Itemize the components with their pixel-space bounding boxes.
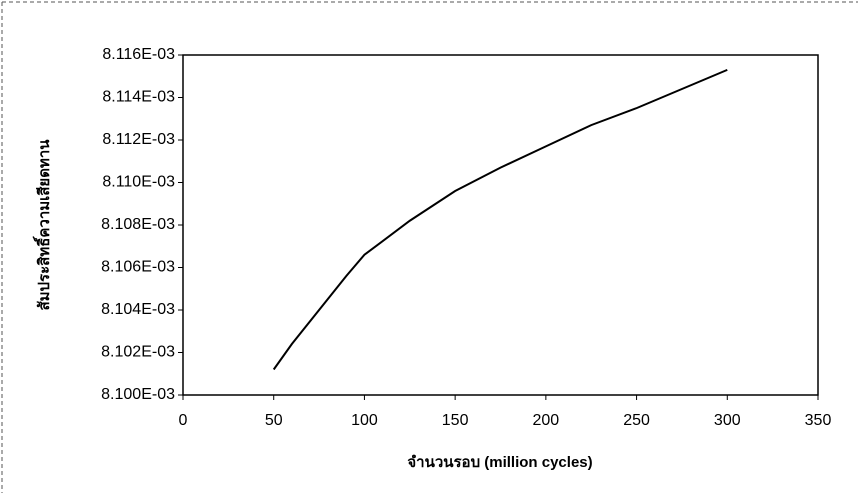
x-tick-label: 350 — [805, 412, 832, 429]
x-tick-label: 150 — [442, 412, 469, 429]
data-line — [272, 68, 728, 371]
x-tick-label: 200 — [533, 412, 560, 429]
y-axis-title: สัมประสิทธิ์ความเสียดทาน — [32, 139, 53, 311]
y-tick-label: 8.106E-03 — [101, 259, 175, 276]
y-tick-label: 8.102E-03 — [101, 344, 175, 361]
x-tick-label: 0 — [179, 412, 188, 429]
x-tick-label: 100 — [351, 412, 378, 429]
x-tick-label: 50 — [265, 412, 283, 429]
x-tick-label: 300 — [714, 412, 741, 429]
y-tick-label: 8.112E-03 — [102, 131, 175, 148]
y-tick-label: 8.104E-03 — [101, 301, 175, 318]
y-tick-label: 8.116E-03 — [102, 46, 175, 63]
y-tick-label: 8.108E-03 — [101, 216, 175, 233]
x-axis-title: จำนวนรอบ (million cycles) — [407, 454, 592, 471]
x-tick-label: 250 — [623, 412, 650, 429]
y-tick-label: 8.110E-03 — [102, 174, 175, 191]
y-tick-label: 8.100E-03 — [101, 386, 175, 403]
y-tick-label: 8.114E-03 — [102, 89, 175, 106]
